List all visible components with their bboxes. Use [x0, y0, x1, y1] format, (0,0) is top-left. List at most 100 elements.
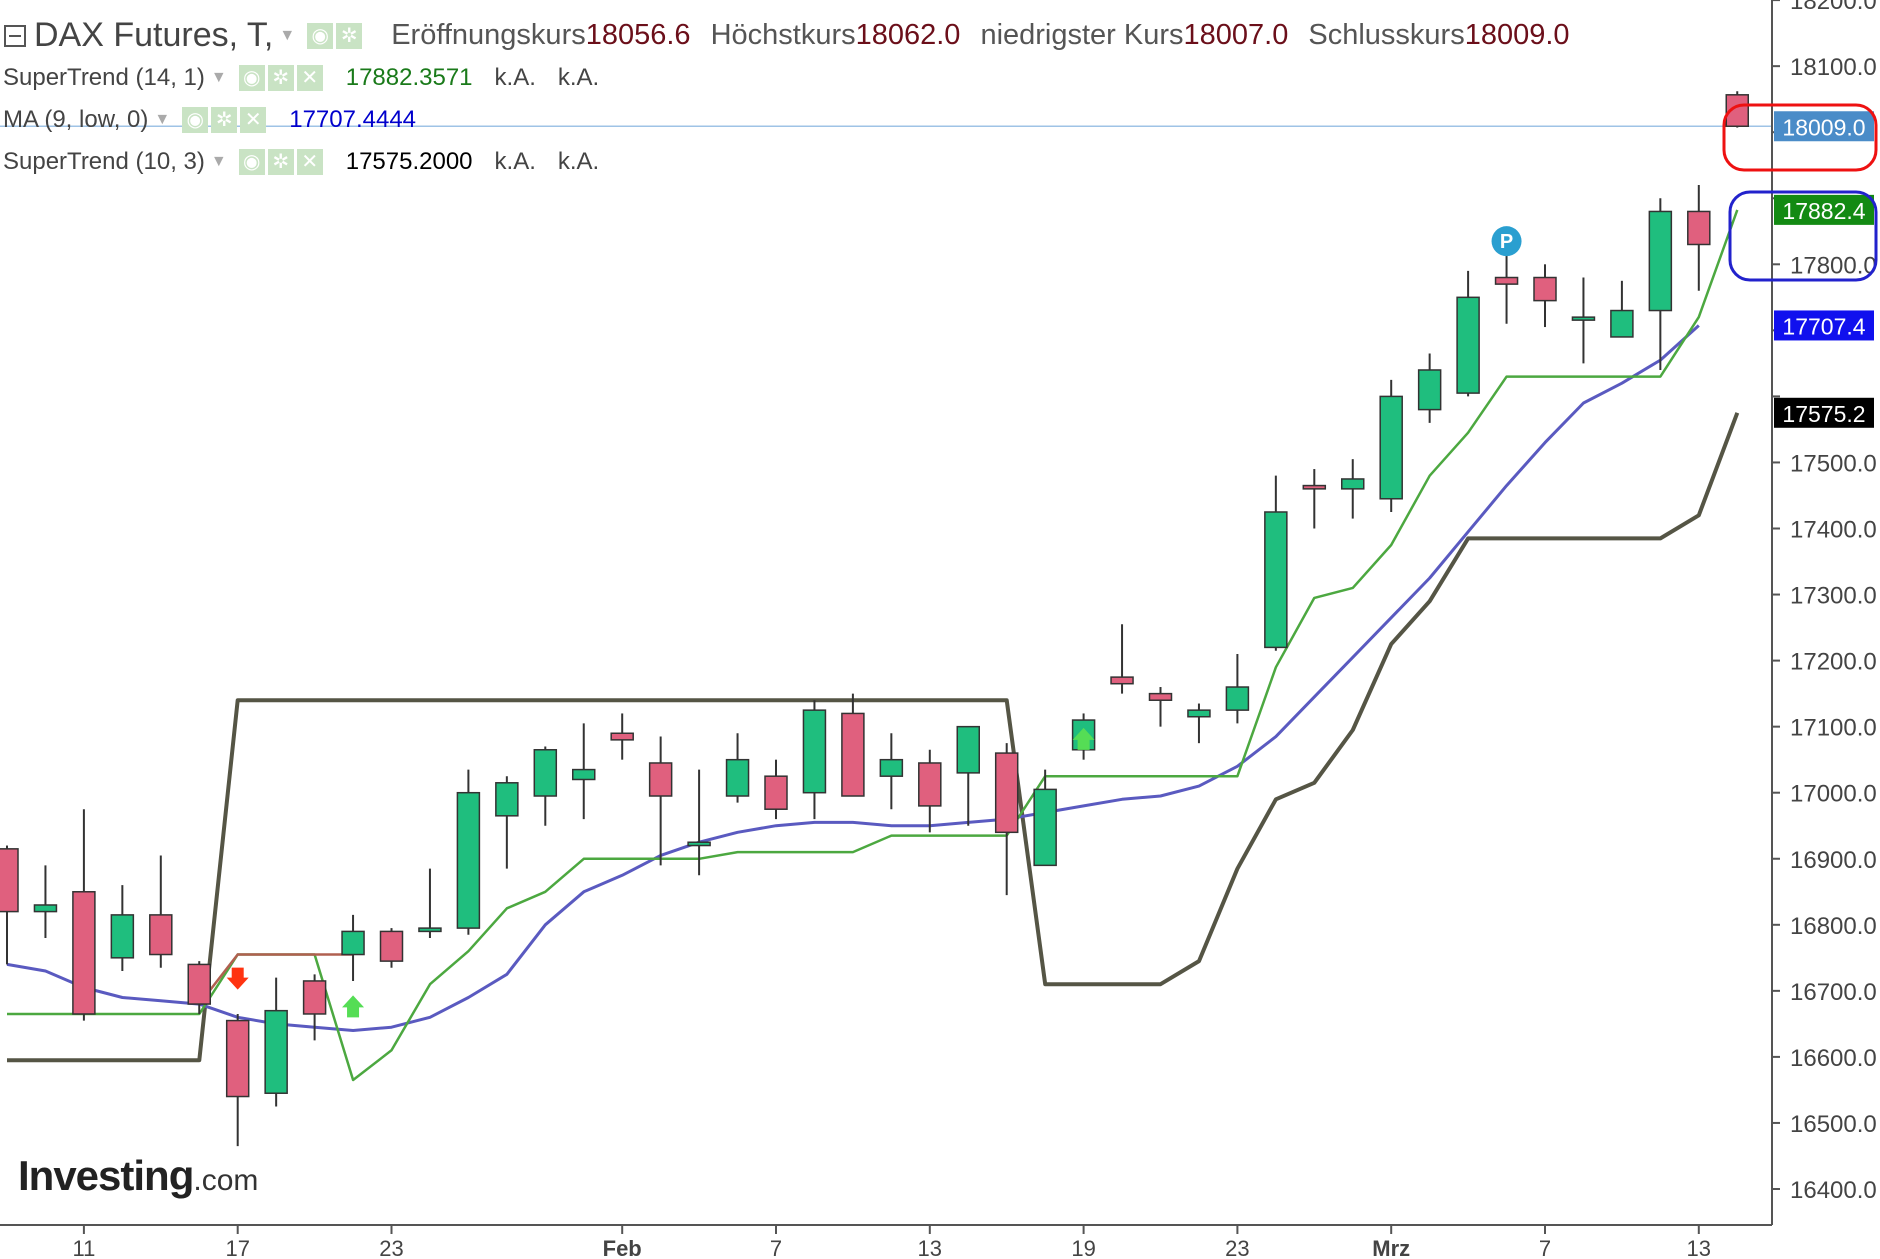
indicator-value: 17575.2000: [345, 148, 473, 175]
logo-suffix: .com: [193, 1164, 259, 1197]
indicator-value-3: k.A.: [557, 148, 600, 175]
high-value: 18062.0: [855, 19, 961, 51]
candle-down: [1148, 692, 1173, 701]
high-label: Höchstkurs: [710, 19, 856, 51]
indicator-name: MA (9, low, 0): [3, 106, 149, 133]
indicator-buttons: ◉ ✲ ✕: [238, 65, 326, 91]
header-row: DAX Futures, T, ▼ ◉ ✲ Eröffnungskurs 180…: [0, 16, 1570, 55]
gear-icon[interactable]: ✲: [267, 149, 294, 175]
candle-down: [1533, 276, 1557, 302]
eye-icon[interactable]: ◉: [238, 149, 265, 175]
indicator-name: SuperTrend (10, 3): [3, 148, 205, 175]
y-tick-label: 16800.0: [1790, 913, 1877, 940]
indicator-lines: [0, 125, 1772, 1082]
sell-arrow-icon: [226, 967, 249, 990]
candle-down: [379, 930, 404, 962]
y-tick-label: 16900.0: [1790, 847, 1877, 874]
y-tick-label: 17100.0: [1790, 715, 1877, 742]
signal-markers: P: [226, 226, 1522, 1018]
x-tick-label: 7: [770, 1236, 782, 1259]
p-marker-circle: [1491, 226, 1522, 257]
y-tick-label: 17500.0: [1790, 450, 1877, 477]
candle-down: [149, 914, 173, 956]
price-tag-label: 17882.4: [1782, 198, 1865, 224]
indicator-value-2: k.A.: [494, 64, 536, 91]
y-tick-label: 16500.0: [1790, 1111, 1877, 1138]
blue-highlight-circle: [1728, 190, 1878, 282]
price-tag: [1774, 310, 1874, 341]
gear-icon[interactable]: ✲: [211, 107, 238, 133]
indicator-name: SuperTrend (14, 1): [3, 64, 205, 91]
y-tick-label: 17000.0: [1790, 781, 1877, 808]
candle-up: [1571, 316, 1596, 321]
candle-up: [33, 904, 58, 913]
y-tick-label: 17200.0: [1790, 649, 1877, 676]
open-label: Eröffnungskurs: [391, 19, 586, 51]
candle-down: [1302, 484, 1327, 490]
gear-icon[interactable]: ✲: [267, 65, 294, 91]
eye-icon[interactable]: ◉: [238, 65, 265, 91]
candle-up: [110, 914, 135, 959]
x-tick-label: 17: [225, 1236, 249, 1259]
chevron-down-icon[interactable]: ▼: [154, 111, 171, 128]
candle-down: [1110, 676, 1134, 685]
candle-up: [533, 749, 558, 797]
candle-up: [1610, 309, 1634, 338]
low-label: niedrigster Kurs: [980, 19, 1184, 51]
candle-down: [72, 891, 96, 1015]
chevron-down-icon[interactable]: ▼: [210, 153, 227, 170]
chevron-down-icon[interactable]: ▼: [210, 69, 227, 86]
close-icon[interactable]: ✕: [296, 65, 323, 91]
candle-up: [456, 791, 481, 929]
x-tick-label: 11: [72, 1236, 95, 1259]
gear-icon[interactable]: ✲: [336, 22, 363, 49]
red-highlight-circle: [1722, 103, 1878, 172]
close-value: 18009.0: [1464, 19, 1570, 51]
candle-up: [1379, 395, 1403, 500]
eye-icon[interactable]: ◉: [307, 22, 334, 49]
candle-up: [1187, 709, 1211, 718]
candle-down: [1494, 276, 1519, 285]
indicator-row-supertrend-10: SuperTrend (10, 3) ▼ ◉ ✲ ✕ 17575.2000 k.…: [0, 148, 621, 176]
close-icon[interactable]: ✕: [240, 107, 267, 133]
price-tag-label: 17707.4: [1782, 313, 1865, 339]
candle-down: [610, 732, 634, 741]
logo-text: Investing: [18, 1152, 194, 1199]
indicator-value-3: k.A.: [557, 64, 600, 91]
candle-up: [495, 782, 519, 817]
p-marker-label: P: [1500, 231, 1513, 253]
x-tick-label: 7: [1539, 1236, 1551, 1259]
supertrend-10-line: [7, 412, 1740, 1063]
x-tick-label: 13: [1687, 1236, 1711, 1259]
collapse-icon[interactable]: [4, 24, 26, 47]
y-tick-label: 16400.0: [1790, 1177, 1877, 1204]
candle-down: [1725, 94, 1749, 128]
candle-up: [1033, 788, 1057, 867]
x-tick-label: 23: [1225, 1236, 1249, 1259]
candle-up: [418, 927, 442, 933]
candle-down: [841, 712, 865, 797]
indicator-buttons: ◉ ✲ ✕: [182, 107, 269, 133]
y-tick-label: 16700.0: [1790, 979, 1877, 1006]
candle-down: [1687, 210, 1711, 246]
price-tag: [1774, 194, 1874, 225]
close-icon[interactable]: ✕: [296, 149, 323, 175]
investing-logo: Investing.com: [18, 1152, 258, 1200]
eye-icon[interactable]: ◉: [182, 107, 209, 133]
x-tick-label: 19: [1071, 1236, 1095, 1259]
chevron-down-icon[interactable]: ▼: [279, 26, 296, 44]
candle-down: [918, 762, 942, 807]
candle-up: [572, 768, 596, 781]
candle-up: [802, 709, 827, 794]
header-buttons: ◉ ✲: [307, 22, 365, 49]
x-tick-label: 23: [379, 1236, 403, 1259]
candle-up: [687, 841, 711, 847]
candle-down: [648, 762, 673, 797]
candle-up: [1225, 686, 1250, 711]
price-tag: [1774, 111, 1874, 142]
y-tick-label: 18100.0: [1790, 54, 1877, 81]
price-tags: 18009.0 17882.4 17707.4 17575.2: [1774, 111, 1874, 428]
annotation-circles: [1722, 103, 1878, 282]
